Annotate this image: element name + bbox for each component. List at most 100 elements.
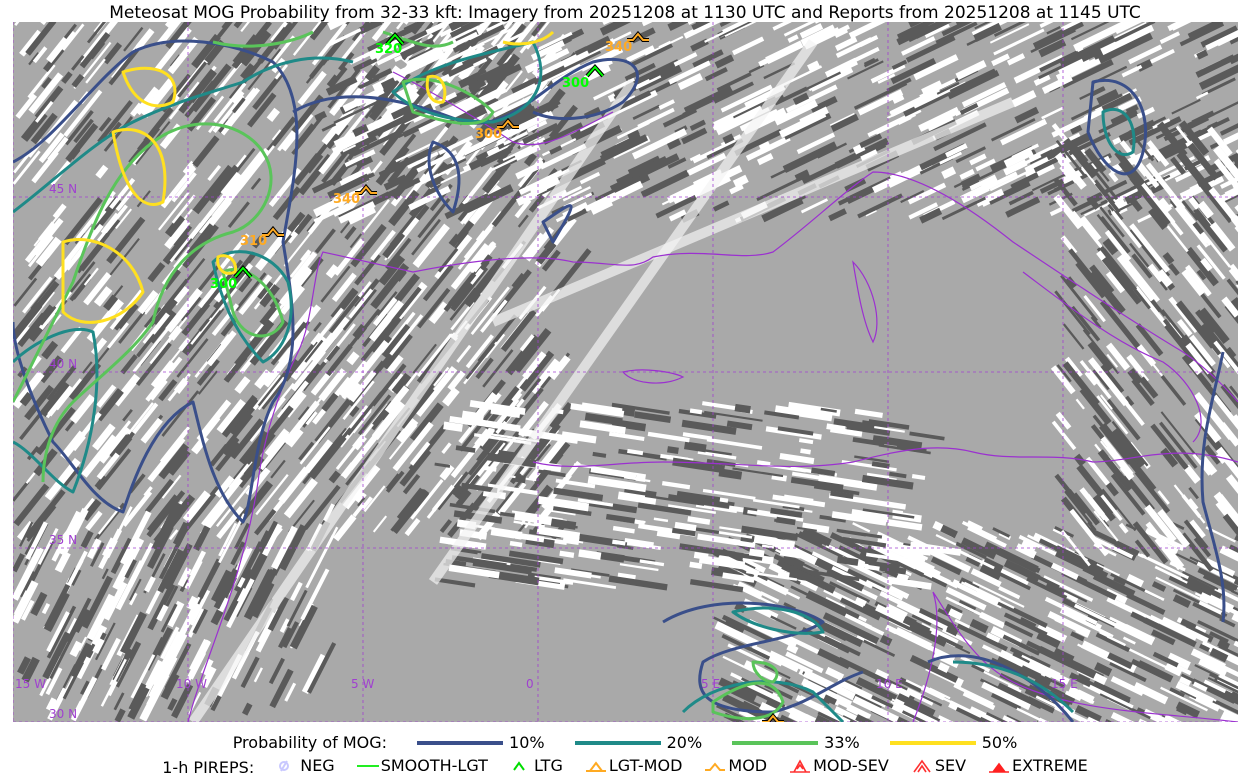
imagery-streak (213, 82, 247, 123)
imagery-streak (997, 600, 1048, 628)
imagery-streak (671, 527, 696, 537)
imagery-streak (35, 407, 76, 456)
imagery-streak (770, 507, 803, 519)
imagery-streak (67, 261, 96, 296)
imagery-streak (1219, 545, 1238, 562)
imagery-streak (992, 527, 1011, 538)
imagery-streak (1140, 553, 1190, 580)
imagery-streak (357, 394, 392, 436)
imagery-streak (469, 268, 484, 285)
imagery-streak (225, 356, 248, 383)
imagery-streak (1122, 636, 1136, 645)
imagery-streak (142, 312, 170, 346)
imagery-streak (375, 145, 410, 186)
imagery-streak (388, 424, 418, 460)
imagery-streak (394, 273, 421, 303)
imagery-streak (802, 522, 830, 534)
imagery-streak (519, 334, 535, 352)
imagery-streak (1203, 444, 1222, 465)
imagery-streak (1032, 22, 1084, 50)
imagery-streak (234, 376, 251, 394)
imagery-streak (1069, 508, 1109, 557)
imagery-streak (1053, 194, 1084, 230)
imagery-streak (979, 564, 1002, 581)
imagery-streak (1200, 25, 1238, 48)
imagery-streak (259, 432, 291, 471)
imagery-streak (1101, 488, 1137, 532)
imagery-streak (242, 702, 253, 716)
imagery-streak (583, 64, 611, 83)
imagery-streak (1021, 654, 1061, 676)
imagery-streak (45, 697, 58, 712)
imagery-streak (450, 243, 490, 290)
imagery-streak (392, 421, 434, 472)
imagery-streak (177, 567, 192, 588)
legend-line-10 (417, 740, 504, 745)
imagery-streak (539, 142, 590, 170)
imagery-streak (118, 310, 146, 344)
imagery-streak (909, 541, 962, 556)
coastline (532, 447, 1238, 468)
imagery-streak (833, 706, 862, 722)
imagery-streak (667, 504, 717, 515)
imagery-streak (901, 710, 928, 722)
contour-20 (1101, 108, 1136, 156)
imagery-streak (447, 370, 466, 392)
imagery-streak (1195, 91, 1209, 100)
imagery-streak (1002, 634, 1041, 656)
imagery-streak (190, 306, 222, 345)
imagery-streak (83, 267, 99, 286)
imagery-streak (1228, 266, 1238, 283)
imagery-streak (740, 710, 762, 722)
imagery-streak (307, 642, 337, 694)
imagery-streak (60, 430, 86, 460)
imagery-streak (941, 22, 973, 37)
imagery-streak (13, 546, 44, 601)
imagery-streak (289, 581, 303, 602)
imagery-streak (13, 483, 50, 527)
imagery-streak (79, 680, 90, 695)
imagery-streak (1084, 369, 1100, 386)
imagery-streak (590, 466, 637, 479)
imagery-streak (519, 350, 555, 392)
imagery-streak (553, 487, 604, 502)
imagery-streak (756, 460, 771, 467)
imagery-streak (470, 286, 510, 335)
imagery-streak (1057, 160, 1077, 184)
imagery-streak (1100, 394, 1113, 410)
imagery-streak (160, 672, 180, 700)
imagery-streak (320, 265, 351, 303)
imagery-streak (612, 539, 626, 546)
imagery-streak (1087, 196, 1100, 210)
imagery-streak (936, 715, 954, 722)
imagery-streak (1188, 360, 1203, 376)
imagery-streak (64, 550, 88, 592)
imagery-streak (1219, 123, 1238, 136)
pirep-mod: 310 (240, 225, 284, 249)
imagery-streak (960, 581, 1015, 609)
imagery-streak (752, 498, 800, 509)
imagery-streak (631, 43, 674, 67)
pirep-legend: 1-h PIREPS: NEG SMOOTH-LGT LTG LGT-MOD MOD MO… (0, 756, 1250, 779)
lon-label: 15 E (1051, 677, 1078, 691)
imagery-streak (382, 231, 406, 259)
imagery-streak (954, 618, 971, 629)
imagery-streak (961, 520, 998, 541)
imagery-streak (989, 639, 1003, 649)
imagery-streak (1063, 137, 1098, 179)
imagery-streak (320, 382, 336, 401)
imagery-streak (376, 351, 394, 373)
imagery-streak (363, 485, 386, 513)
imagery-streak (61, 71, 73, 84)
imagery-streak (408, 185, 451, 211)
imagery-streak (278, 524, 308, 571)
imagery-streak (711, 567, 734, 576)
imagery-streak (945, 624, 960, 637)
imagery-streak (385, 237, 412, 270)
imagery-streak (143, 486, 153, 497)
imagery-streak (40, 22, 47, 26)
imagery-streak (342, 144, 357, 153)
probability-legend: Probability of MOG: 10% 20% 33% 50% (0, 733, 1250, 752)
imagery-streak (1051, 420, 1077, 451)
imagery-streak (233, 22, 243, 29)
